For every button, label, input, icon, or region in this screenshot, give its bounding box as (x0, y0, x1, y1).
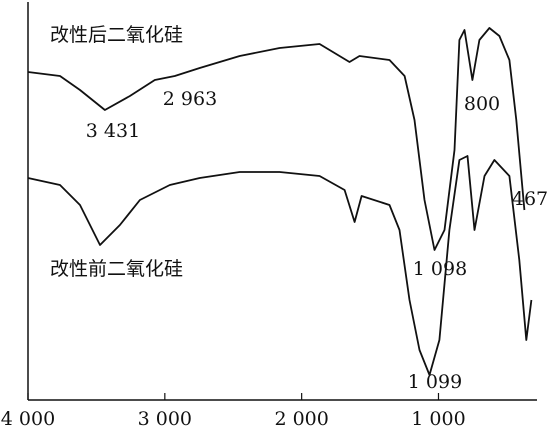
peak-label: 1 099 (408, 371, 462, 393)
peak-label: 3 431 (86, 120, 140, 142)
series-label: 改性前二氧化硅 (50, 258, 183, 280)
peak-label: 800 (464, 93, 500, 115)
series-label: 改性后二氧化硅 (50, 24, 183, 46)
peak-label: 2 963 (163, 88, 217, 110)
spectrum-line (27, 155, 533, 376)
x-tick-label: 2 000 (274, 408, 328, 430)
peak-label: 1 098 (413, 258, 467, 280)
spectrum-line (27, 27, 526, 251)
x-tick-label: 1 000 (411, 408, 465, 430)
x-tick-label: 4 000 (1, 408, 55, 430)
peak-label: 467 (512, 188, 548, 210)
x-tick-label: 3 000 (138, 408, 192, 430)
